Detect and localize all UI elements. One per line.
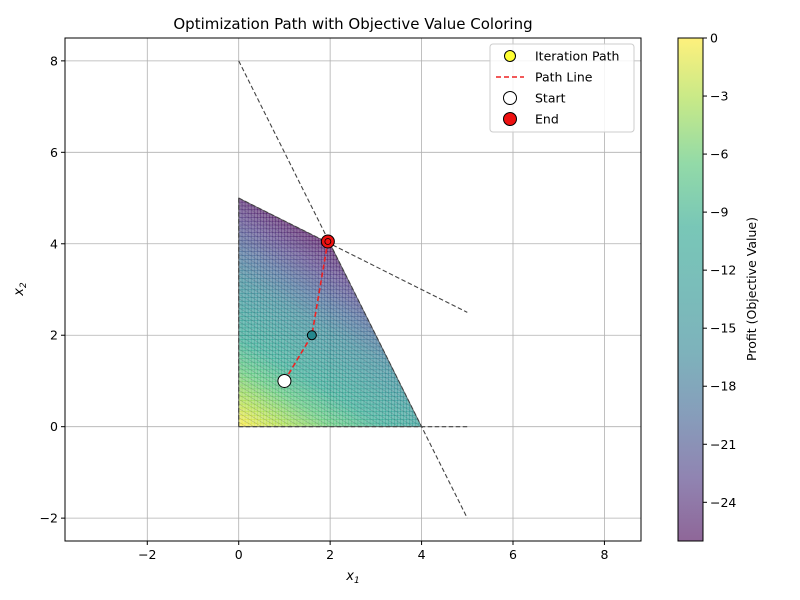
x-tick-label: 2 xyxy=(326,547,334,562)
x-tick-label: 0 xyxy=(235,547,243,562)
path-line xyxy=(283,241,329,382)
legend-label: End xyxy=(535,112,559,127)
legend-frame xyxy=(489,43,635,133)
legend: Iteration Path Path Line Start End xyxy=(489,43,635,133)
y-axis-ticks: −2 0 2 4 6 8 xyxy=(40,53,65,526)
colorbar-tick-label: −24 xyxy=(710,495,736,510)
colorbar-ticks: 0 −3 −6 −9 −12 −15 −18 −21 −24 xyxy=(703,31,736,510)
plot-frame xyxy=(64,37,642,542)
colorbar-tick-label: −21 xyxy=(710,437,736,452)
constraint-lines xyxy=(238,60,468,519)
legend-item-path-line: Path Line xyxy=(496,70,593,85)
x-tick-label: 8 xyxy=(600,547,608,562)
legend-item-end: End xyxy=(503,112,559,127)
colorbar: 0 −3 −6 −9 −12 −15 −18 −21 −24 Profit (Objective… xyxy=(677,31,759,542)
y-tick-label: 4 xyxy=(50,236,58,251)
legend-label: Path Line xyxy=(535,70,593,85)
y-tick-label: 6 xyxy=(50,145,58,160)
start-marker xyxy=(277,373,292,388)
legend-label: Iteration Path xyxy=(535,49,619,64)
colorbar-tick-label: −6 xyxy=(710,147,728,162)
legend-item-start: Start xyxy=(503,91,566,106)
legend-marker-start xyxy=(503,91,517,105)
colorbar-tick-label: 0 xyxy=(710,31,718,46)
legend-item-iteration-path: Iteration Path xyxy=(504,49,619,64)
chart-title: Optimization Path with Objective Value C… xyxy=(173,15,532,33)
y-tick-label: 2 xyxy=(50,328,58,343)
y-tick-label: −2 xyxy=(40,511,58,526)
iteration-point xyxy=(306,330,317,341)
x-tick-label: −2 xyxy=(138,547,156,562)
x-axis-ticks: −2 0 2 4 6 8 xyxy=(138,541,608,562)
legend-marker-end xyxy=(503,112,517,126)
y-tick-label: 0 xyxy=(50,419,58,434)
constraint-line xyxy=(238,60,468,519)
x-tick-label: 6 xyxy=(509,547,517,562)
legend-marker-iteration xyxy=(504,50,516,62)
colorbar-tick-label: −3 xyxy=(710,89,728,104)
colorbar-tick-label: −18 xyxy=(710,379,736,394)
legend-label: Start xyxy=(535,91,566,106)
y-axis-label: x2 xyxy=(12,282,29,297)
colorbar-tick-label: −15 xyxy=(710,321,736,336)
colorbar-tick-label: −12 xyxy=(710,263,736,278)
feasible-region xyxy=(238,198,422,427)
colorbar-label: Profit (Objective Value) xyxy=(744,217,759,361)
constraint-line xyxy=(238,197,468,313)
colorbar-gradient xyxy=(677,37,704,542)
y-tick-label: 8 xyxy=(50,53,58,68)
end-iteration-point xyxy=(324,238,332,245)
colorbar-tick-label: −9 xyxy=(710,205,728,220)
x-axis-label: x1 xyxy=(345,569,359,586)
x-tick-label: 4 xyxy=(418,547,426,562)
